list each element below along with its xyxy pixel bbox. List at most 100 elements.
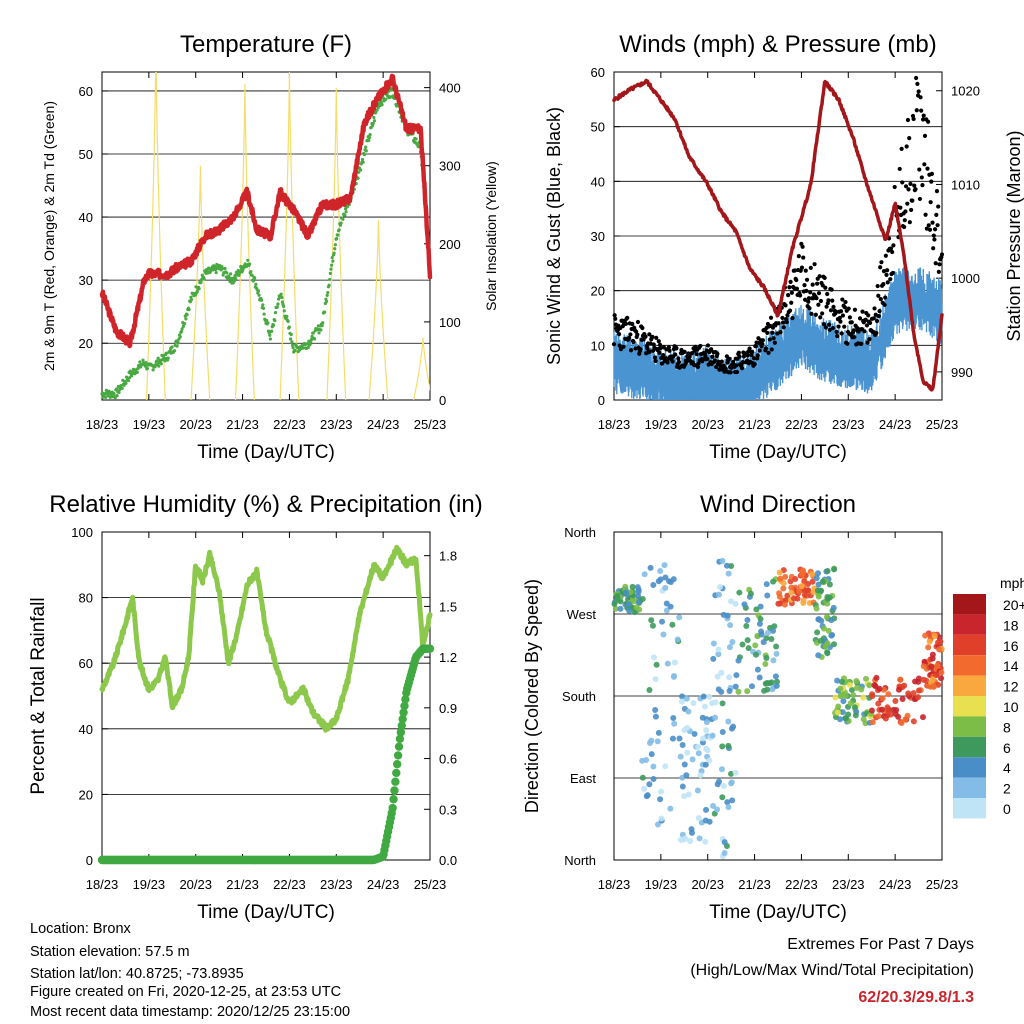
gust-point xyxy=(840,297,845,302)
dewpoint-point xyxy=(289,337,293,341)
temperature-ytick-right-label: 300 xyxy=(439,159,461,174)
gust-point xyxy=(747,346,752,351)
gust-point xyxy=(775,331,780,336)
gust-point xyxy=(657,350,662,355)
direction-point xyxy=(928,663,935,670)
dewpoint-point xyxy=(306,345,310,350)
gust-point xyxy=(838,319,843,324)
gust-point xyxy=(768,315,774,320)
solar-insolation-peak xyxy=(368,220,389,400)
gust-point xyxy=(922,162,927,167)
gust-point xyxy=(772,340,777,345)
winds-ytick-label: 10 xyxy=(591,338,605,353)
gust-point xyxy=(863,317,868,322)
direction-point xyxy=(650,654,657,661)
gust-point xyxy=(796,254,801,259)
direction-point xyxy=(837,693,844,700)
direction-point xyxy=(801,578,808,585)
direction-point xyxy=(915,687,922,694)
dewpoint-point xyxy=(254,282,258,286)
gust-point xyxy=(899,146,904,151)
solar-insolation-peak xyxy=(145,72,166,400)
gust-point xyxy=(780,315,785,321)
direction-point xyxy=(714,806,721,813)
dewpoint-point xyxy=(333,243,337,247)
gust-point xyxy=(845,341,850,346)
winds-ytick-label: 30 xyxy=(591,229,605,244)
gust-point xyxy=(814,296,819,301)
dewpoint-point xyxy=(223,266,227,271)
dewpoint-point xyxy=(282,309,286,313)
humidity-xtick-label: 25/23 xyxy=(414,877,447,892)
dewpoint-point xyxy=(199,280,203,284)
extremes-title: Extremes For Past 7 Days xyxy=(787,936,974,953)
direction-point xyxy=(658,788,665,795)
direction-point xyxy=(770,627,777,634)
relative-humidity-line xyxy=(99,544,433,733)
dewpoint-point xyxy=(360,157,365,162)
gust-point xyxy=(903,184,909,189)
direction-point xyxy=(852,712,859,719)
gust-point xyxy=(638,347,643,352)
dewpoint-point xyxy=(183,321,187,326)
humidity-ytick-right-label: 0.3 xyxy=(439,802,457,817)
direction-point xyxy=(648,751,655,758)
temperature-xtick-label: 22/23 xyxy=(273,417,306,432)
station-latlon: Station lat/lon: 40.8725; -73.8935 xyxy=(30,966,244,982)
direction-point xyxy=(724,612,731,619)
dewpoint-point xyxy=(157,364,161,368)
direction-point xyxy=(770,578,777,585)
gust-point xyxy=(787,308,793,313)
dewpoint-point xyxy=(368,133,372,137)
direction-point xyxy=(679,693,686,700)
dewpoint-point xyxy=(120,386,124,390)
direction-point xyxy=(741,601,748,608)
dewpoint-point xyxy=(143,364,148,368)
gust-point xyxy=(823,325,829,330)
gust-point xyxy=(900,180,905,185)
gust-point xyxy=(757,348,762,353)
direction-point xyxy=(716,591,723,598)
winds-xtick-label: 24/23 xyxy=(879,417,912,432)
solar-insolation-peak xyxy=(413,337,430,400)
gust-point xyxy=(929,171,935,176)
dewpoint-point xyxy=(290,343,295,347)
dewpoint-point xyxy=(270,329,274,333)
direction-point xyxy=(733,672,740,679)
direction-point xyxy=(681,727,688,734)
gust-point xyxy=(797,293,803,298)
direction-point xyxy=(892,698,899,705)
precip-point xyxy=(393,759,402,769)
gust-point xyxy=(911,116,916,122)
direction-point xyxy=(658,815,665,822)
gust-point xyxy=(929,179,934,184)
direction-point xyxy=(715,651,722,658)
colorbar-label: 14 xyxy=(1003,658,1019,674)
direction-point xyxy=(639,757,646,764)
direction-point xyxy=(636,606,643,613)
gust-point xyxy=(821,322,827,327)
direction-point xyxy=(710,802,717,809)
direction-point xyxy=(800,600,807,607)
direction-point xyxy=(834,709,841,716)
gust-point xyxy=(860,309,865,314)
gust-point xyxy=(830,298,835,303)
direction-point xyxy=(853,684,860,691)
direction-point xyxy=(847,700,854,707)
dewpoint-point xyxy=(361,160,365,164)
gust-point xyxy=(800,244,805,249)
gust-point xyxy=(833,309,839,314)
dewpoint-point xyxy=(135,370,139,374)
gust-point xyxy=(621,344,626,349)
direction-point xyxy=(792,576,799,583)
gust-point xyxy=(612,313,617,318)
direction-point xyxy=(704,747,711,754)
station-elevation: Station elevation: 57.5 m xyxy=(30,944,190,960)
gust-point xyxy=(760,341,765,347)
direction-point xyxy=(725,742,732,749)
direction-point xyxy=(715,646,722,653)
direction-point xyxy=(652,713,659,720)
direction-point xyxy=(696,835,703,842)
temperature-2m-line xyxy=(99,73,433,349)
humidity-title: Relative Humidity (%) & Precipitation (i… xyxy=(49,491,482,518)
